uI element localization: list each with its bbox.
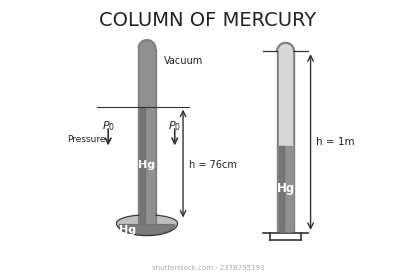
Text: $P_0$: $P_0$	[102, 119, 115, 133]
Polygon shape	[116, 215, 178, 236]
Bar	[154, 48, 156, 223]
Bar	[279, 51, 292, 232]
Polygon shape	[279, 45, 292, 51]
Text: h = 1m: h = 1m	[316, 137, 355, 147]
Text: Vacuum: Vacuum	[163, 56, 203, 66]
Polygon shape	[277, 43, 295, 51]
Text: shutterstock.com · 2378795193: shutterstock.com · 2378795193	[152, 265, 264, 270]
Polygon shape	[138, 40, 156, 48]
Bar	[140, 107, 154, 223]
Bar	[138, 48, 140, 223]
Bar	[277, 51, 279, 232]
Text: Hg: Hg	[119, 225, 136, 235]
Text: Hg: Hg	[139, 160, 156, 170]
Bar	[279, 146, 292, 232]
Text: Hg: Hg	[277, 182, 295, 195]
Text: Pressure: Pressure	[67, 136, 105, 144]
Text: COLUMN OF MERCURY: COLUMN OF MERCURY	[99, 11, 317, 30]
Text: $P_0$: $P_0$	[168, 119, 181, 133]
Bar	[279, 146, 284, 232]
Text: h = 76cm: h = 76cm	[188, 160, 236, 170]
Polygon shape	[140, 42, 154, 48]
Bar	[140, 48, 154, 107]
Bar	[292, 51, 295, 232]
Polygon shape	[119, 225, 175, 235]
Bar	[140, 107, 145, 223]
